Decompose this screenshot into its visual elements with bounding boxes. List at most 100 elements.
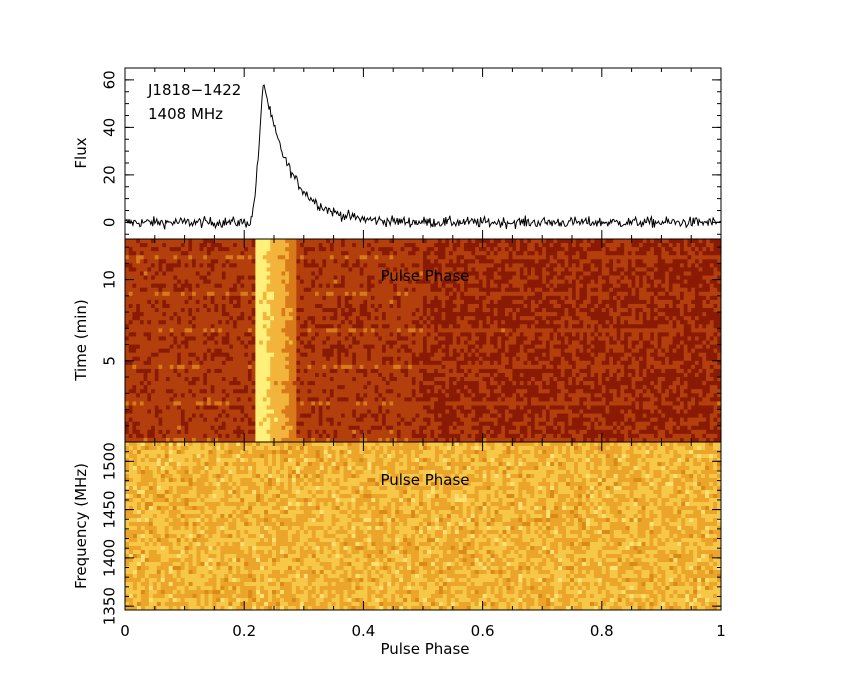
time-phase-cell	[519, 275, 524, 280]
time-phase-cell	[423, 303, 428, 309]
time-phase-cell	[531, 275, 536, 280]
time-phase-cell	[184, 328, 189, 333]
time-phase-cell	[437, 316, 443, 321]
time-phase-cell	[423, 283, 428, 289]
time-phase-cell	[493, 316, 498, 321]
time-phase-cell	[612, 263, 618, 268]
time-phase-cell	[385, 316, 390, 321]
time-phase-cell	[531, 312, 536, 317]
time-phase-cell	[646, 259, 651, 264]
time-phase-cell	[702, 348, 707, 354]
time-phase-cell	[557, 336, 562, 341]
time-phase-cell	[411, 239, 416, 244]
time-phase-cell	[430, 320, 435, 325]
time-phase-cell	[583, 303, 588, 309]
time-phase-cell	[214, 312, 219, 317]
time-phase-cell	[583, 287, 588, 293]
time-phase-cell	[143, 303, 148, 309]
time-phase-cell	[672, 348, 677, 354]
time-phase-cell	[713, 312, 718, 317]
time-phase-cell	[344, 255, 349, 260]
time-phase-cell	[564, 316, 569, 321]
time-phase-cell	[519, 239, 524, 244]
time-phase-cell	[169, 291, 174, 297]
time-phase-cell	[147, 332, 152, 337]
time-phase-cell	[486, 295, 491, 301]
time-phase-cell	[233, 360, 238, 366]
time-phase-cell	[586, 279, 592, 285]
time-phase-cell	[344, 247, 349, 252]
time-phase-cell	[221, 243, 226, 248]
time-phase-cell	[210, 291, 215, 297]
time-phase-cell	[467, 320, 472, 325]
time-phase-cell	[586, 308, 592, 313]
time-phase-cell	[478, 344, 484, 350]
time-phase-cell	[177, 275, 182, 280]
time-phase-cell	[125, 303, 130, 309]
time-phase-cell	[419, 239, 424, 244]
time-phase-cell	[151, 324, 156, 329]
time-phase-cell	[314, 287, 320, 293]
time-phase-cell	[430, 267, 435, 272]
time-phase-cell	[233, 340, 238, 345]
time-phase-cell	[516, 271, 521, 276]
time-phase-cell	[214, 255, 219, 260]
time-phase-cell	[672, 263, 677, 268]
time-phase-cell	[329, 332, 335, 337]
time-phase-cell	[378, 259, 383, 264]
time-phase-cell	[661, 247, 666, 252]
time-phase-cell	[158, 356, 163, 362]
time-phase-cell	[504, 255, 510, 260]
time-phase-cell	[449, 344, 454, 350]
time-phase-cell	[680, 320, 685, 325]
time-phase-cell	[177, 356, 182, 362]
time-phase-cell	[359, 348, 364, 354]
time-phase-cell	[486, 239, 491, 244]
time-phase-cell	[657, 287, 662, 293]
time-phase-cell	[352, 299, 357, 305]
time-phase-cell	[300, 267, 305, 272]
time-phase-cell	[288, 356, 294, 362]
time-phase-cell	[180, 295, 186, 301]
time-phase-cell	[288, 267, 294, 272]
time-phase-cell	[624, 344, 629, 350]
time-phase-cell	[434, 348, 439, 354]
time-phase-cell	[639, 332, 644, 337]
time-phase-cell	[456, 308, 461, 313]
time-phase-cell	[713, 308, 718, 313]
time-phase-cell	[508, 316, 513, 321]
time-phase-cell	[240, 332, 245, 337]
time-phase-cell	[516, 255, 521, 260]
time-phase-cell	[486, 251, 491, 256]
time-phase-cell	[586, 299, 592, 305]
time-phase-cell	[601, 295, 606, 301]
time-phase-cell	[378, 299, 383, 305]
time-phase-cell	[389, 255, 394, 260]
time-phase-cell	[490, 259, 495, 264]
time-phase-cell	[203, 279, 208, 285]
time-phase-cell	[251, 324, 256, 329]
time-phase-cell	[430, 328, 435, 333]
time-phase-cell	[590, 340, 595, 345]
time-phase-cell	[568, 312, 573, 317]
time-phase-cell	[199, 287, 204, 293]
time-phase-cell	[367, 259, 372, 264]
time-phase-cell	[188, 239, 193, 244]
time-phase-cell	[192, 303, 197, 309]
time-phase-cell	[449, 308, 454, 313]
time-phase-cell	[225, 340, 230, 345]
time-phase-cell	[151, 332, 156, 337]
time-phase-cell	[467, 352, 472, 358]
time-phase-cell	[706, 255, 711, 260]
time-phase-cell	[713, 324, 718, 329]
time-phase-cell	[691, 239, 696, 244]
time-phase-cell	[553, 316, 558, 321]
time-phase-cell	[475, 267, 480, 272]
time-phase-cell	[545, 279, 551, 285]
time-phase-cell	[311, 336, 316, 341]
time-phase-cell	[478, 275, 484, 280]
time-phase-cell	[300, 295, 305, 301]
time-phase-cell	[620, 328, 625, 333]
time-phase-cell	[184, 287, 189, 293]
time-phase-cell	[367, 295, 372, 301]
